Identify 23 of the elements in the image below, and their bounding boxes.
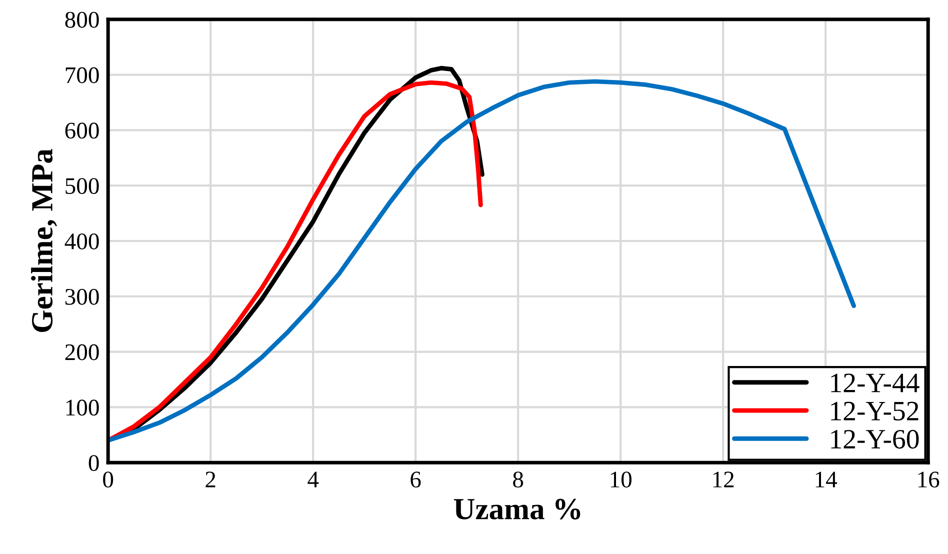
y-tick-label: 300 xyxy=(65,288,99,305)
y-tick-label: 600 xyxy=(65,122,99,139)
legend-label: 12-Y-52 xyxy=(831,402,918,420)
x-tick-label: 0 xyxy=(103,472,114,488)
y-tick-label: 0 xyxy=(88,455,99,472)
y-tick-label: 100 xyxy=(66,400,99,416)
x-tick-label: 8 xyxy=(513,472,524,488)
legend-label: 12-Y-44 xyxy=(831,374,920,392)
y-tick-label: 500 xyxy=(66,178,99,194)
y-tick-label: 800 xyxy=(65,12,99,28)
y-tick-label: 400 xyxy=(64,233,99,250)
y-axis-title: Gerilme, MPa xyxy=(31,148,57,332)
x-tick-label: 4 xyxy=(308,472,319,488)
legend-label: 12-Y-60 xyxy=(831,430,919,449)
x-tick-label: 10 xyxy=(610,472,632,488)
x-axis-title: Uzama % xyxy=(454,498,580,520)
y-tick-label: 200 xyxy=(65,344,99,360)
x-tick-label: 14 xyxy=(816,472,838,488)
x-tick-label: 2 xyxy=(206,472,216,488)
x-tick-label: 6 xyxy=(410,472,421,488)
y-tick-label: 700 xyxy=(66,67,99,84)
x-tick-label: 12 xyxy=(713,472,734,488)
x-tick-label: 16 xyxy=(918,472,940,488)
